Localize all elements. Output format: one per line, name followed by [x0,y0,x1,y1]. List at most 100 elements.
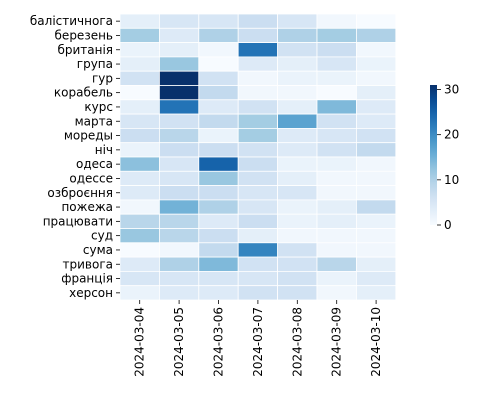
heatmap-cell [158,270,200,287]
heatmap-cell [355,156,397,172]
y-tick-label: березень [55,28,113,42]
heatmap-cell [277,228,318,244]
heatmap-cell [158,170,200,187]
heatmap-cell [119,85,160,101]
heatmap-cell [277,199,318,215]
heatmap-cell [277,56,318,72]
heatmap-cell [158,142,200,158]
heatmap-cell [316,13,357,29]
heatmap-cell [237,242,278,258]
heatmap-cell [198,85,239,101]
heatmap-cell [237,99,278,115]
heatmap-cell [237,70,278,86]
heatmap-cell [198,242,239,258]
heatmap-cell [237,85,278,101]
heatmap-cell [198,156,239,172]
y-tick-label: франція [61,272,113,286]
heatmap-cell [119,113,160,129]
heatmap-cell [119,199,160,215]
heatmap-cell [277,285,318,301]
heatmap-cell [316,156,357,172]
x-tick-label: 2024-03-06 [212,307,226,377]
heatmap-cell [198,256,239,272]
heatmap-cell [355,242,397,258]
heatmap-cell [316,228,357,244]
heatmap-cell [119,256,160,272]
heatmap-cell [158,13,200,29]
heatmap-cell [158,256,200,272]
colorbar-gradient [430,85,437,225]
heatmap-cell [198,270,239,287]
heatmap-cell [158,85,200,101]
heatmap-cell [316,142,357,158]
heatmap-cell [158,156,200,172]
y-tick-label: курс [84,100,113,114]
heatmap-cell [316,199,357,215]
heatmap-cell [158,242,200,258]
heatmap-cell [277,213,318,229]
heatmap-cell [277,170,318,187]
y-tick-label: працювати [43,214,113,228]
heatmap-cell [237,42,278,58]
heatmap-cell [119,42,160,58]
heatmap-cell [316,70,357,86]
heatmap-cell [355,285,397,301]
heatmap-cell [198,70,239,86]
heatmap-cell [355,185,397,201]
heatmap-cell [119,70,160,86]
heatmap-cell [316,27,357,43]
heatmap-cell [237,113,278,129]
heatmap-cell [316,270,357,287]
colorbar-tick-label: 30 [444,83,459,97]
heatmap-cell [355,142,397,158]
heatmap-cell [277,27,318,43]
heatmap-cell [198,185,239,201]
heatmap-cell [119,213,160,229]
y-tick-label: британія [57,43,113,57]
heatmap-cell [237,285,278,301]
heatmap-cell [158,213,200,229]
colorbar-tick-label: 20 [444,128,459,142]
heatmap-cell [198,113,239,129]
heatmap-cell [198,56,239,72]
heatmap-cell [277,270,318,287]
heatmap-cell [355,85,397,101]
heatmap-cell [237,170,278,187]
heatmap-cell [119,170,160,187]
y-tick-label: ніч [95,143,113,157]
heatmap-cell [277,185,318,201]
heatmap-cell [198,27,239,43]
heatmap-cell [355,13,397,29]
x-tick-label: 2024-03-08 [290,307,304,377]
colorbar: 0 10 20 30 [430,83,459,232]
heatmap-cell [355,228,397,244]
heatmap-cell [119,270,160,287]
y-tick-label: марта [75,114,113,128]
heatmap-cell [237,213,278,229]
y-tick-label: пожежа [61,200,113,214]
x-tick-label: 2024-03-09 [330,307,344,377]
heatmap-cell [237,56,278,72]
heatmap-cell [198,170,239,187]
heatmap-cell [158,285,200,301]
y-tick-label: одессе [69,171,113,185]
heatmap-cell [198,142,239,158]
heatmap-cell [277,13,318,29]
x-tick-label: 2024-03-10 [369,307,383,377]
heatmap-cell [158,199,200,215]
heatmap-cell [119,242,160,258]
heatmap-cell [277,113,318,129]
heatmap-cell [119,27,160,43]
heatmap-cell [277,85,318,101]
heatmap-cell [277,99,318,115]
heatmap-cell [158,228,200,244]
heatmap-cell [237,185,278,201]
x-tick-label: 2024-03-04 [133,307,147,377]
heatmap-cell [355,99,397,115]
x-tick-label: 2024-03-07 [251,307,265,377]
y-tick-label: озброєння [47,186,113,200]
heatmap-cell [277,70,318,86]
heatmap-cell [355,213,397,229]
heatmap-cell [158,113,200,129]
heatmap-cell [316,185,357,201]
